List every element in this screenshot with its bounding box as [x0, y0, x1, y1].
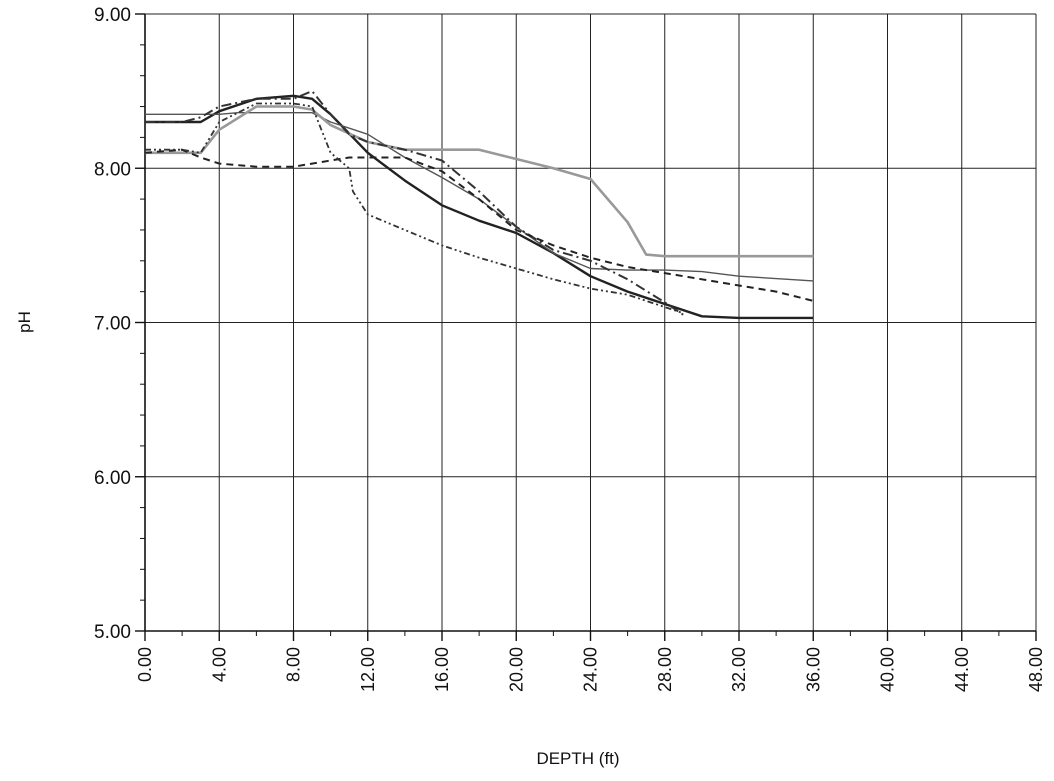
x-tick-label: 32.00: [729, 647, 749, 692]
x-tick-label: 36.00: [803, 647, 823, 692]
series-line-4: [145, 90, 684, 316]
y-tick-label: 5.00: [94, 622, 131, 643]
x-tick-label: 4.00: [209, 647, 229, 682]
x-tick-label: 16.00: [432, 647, 452, 692]
series-layer: [144, 90, 814, 320]
x-axis-label: DEPTH (ft): [536, 749, 619, 768]
grid-layer: [145, 13, 1037, 631]
y-tick-label: 7.00: [94, 314, 131, 335]
series-line-3: [145, 105, 814, 258]
series-line-5: [144, 148, 814, 302]
x-tick-label: 44.00: [952, 647, 972, 692]
series-line-6: [145, 102, 684, 315]
x-tick-label: 8.00: [284, 647, 304, 682]
x-tick-label: 20.00: [506, 647, 526, 692]
x-tick-label: 24.00: [581, 647, 601, 692]
y-tick-label: 6.00: [94, 468, 131, 489]
labels-layer: DEPTH (ft) pH: [15, 311, 620, 768]
x-tick-label: 28.00: [655, 647, 675, 692]
series-line-1: [145, 94, 814, 320]
x-tick-label: 12.00: [358, 647, 378, 692]
y-axis-label: pH: [15, 311, 34, 333]
x-tick-label: 40.00: [878, 647, 898, 692]
x-tick-label: 48.00: [1026, 647, 1046, 692]
x-tick-label: 0.00: [135, 647, 155, 682]
y-tick-label: 8.00: [94, 159, 131, 180]
y-tick-label: 9.00: [94, 5, 131, 26]
axes-layer: 5.00 6.00 7.00 8.00 9.00 0.00 4.00 8.00 12.00 16.…: [94, 5, 1046, 692]
series-line-2: [145, 111, 814, 282]
